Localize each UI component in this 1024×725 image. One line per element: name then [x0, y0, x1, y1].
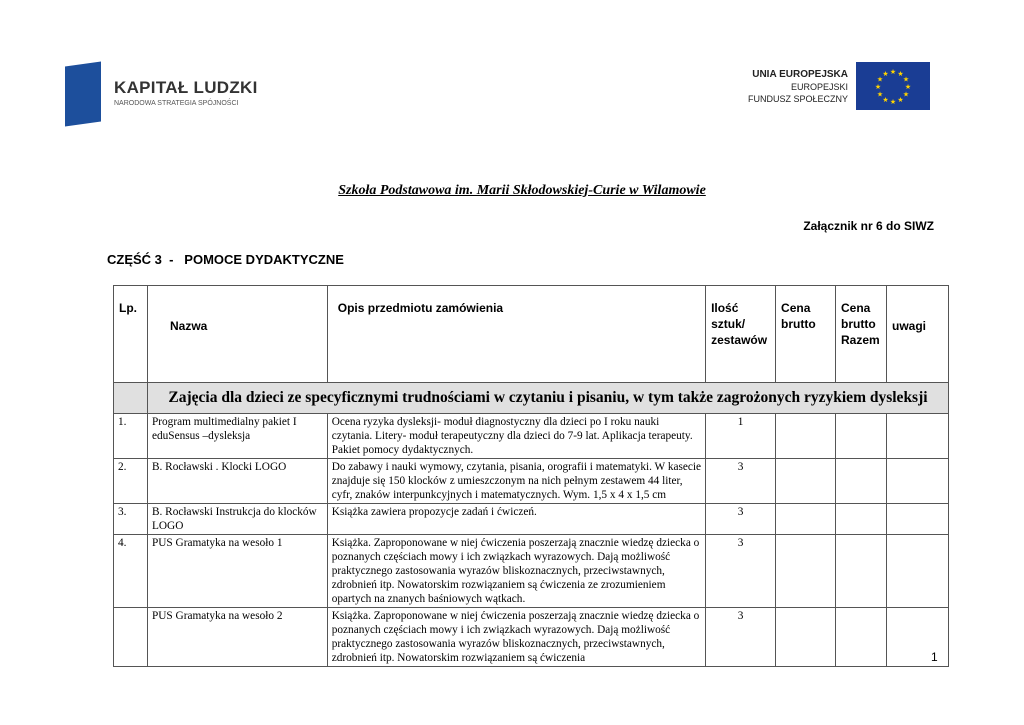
cell-empty	[885, 534, 950, 608]
star-icon: ★	[877, 91, 883, 99]
star-icon: ★	[882, 70, 888, 78]
cell-opis: Ocena ryzyka dysleksji- moduł diagnostyc…	[326, 413, 707, 459]
cell-lp	[113, 607, 148, 667]
star-icon: ★	[890, 68, 896, 76]
logo-title: KAPITAŁ LUDZKI	[114, 78, 258, 97]
cell-nazwa: B. Rocławski . Klocki LOGO	[146, 458, 328, 504]
cell-lp: 4.	[113, 534, 148, 608]
table-row: 4. PUS Gramatyka na wesoło 1 Książka. Zapr…	[113, 534, 950, 608]
header-razem: Cena brutto Razem	[835, 285, 887, 383]
eu-line2: EUROPEJSKI	[790, 82, 848, 92]
cell-empty	[835, 413, 887, 459]
cell-ilosc: 3	[705, 607, 777, 667]
cell-lp: 3.	[113, 503, 148, 535]
star-icon: ★	[877, 76, 883, 84]
attachment-label: Załącznik nr 6 do SIWZ	[803, 219, 934, 233]
header-cena: Cena brutto	[775, 285, 836, 383]
cell-nazwa: PUS Gramatyka na wesoło 1	[146, 534, 328, 608]
cell-nazwa: Program multimedialny pakiet I eduSensus…	[146, 413, 328, 459]
cell-empty	[775, 607, 836, 667]
cell-empty	[775, 458, 836, 504]
cell-lp: 2.	[113, 458, 148, 504]
cell-empty	[835, 503, 887, 535]
eu-flag-icon: ★ ★ ★ ★ ★ ★ ★ ★ ★ ★ ★ ★	[856, 62, 930, 110]
section-row: Zajęcia dla dzieci ze specyficznymi trud…	[113, 382, 950, 414]
header-ilosc: Ilość sztuk/ zestawów	[705, 285, 777, 383]
cell-empty	[835, 458, 887, 504]
logo-subtitle: NARODOWA STRATEGIA SPÓJNOŚCI	[114, 100, 239, 107]
cell-opis: Do zabawy i nauki wymowy, czytania, pisa…	[326, 458, 707, 504]
header-lp: Lp.	[113, 285, 148, 383]
cell-empty	[885, 458, 950, 504]
cell-empty	[775, 503, 836, 535]
cell-empty	[885, 503, 950, 535]
cell-lp: 1.	[113, 413, 148, 459]
table-row: PUS Gramatyka na wesoło 2 Książka. Zaprop…	[113, 607, 950, 667]
cell-opis: Książka. Zaproponowane w niej ćwiczenia …	[326, 534, 707, 608]
star-icon: ★	[903, 76, 909, 84]
star-icon: ★	[882, 96, 888, 104]
section-heading: CZĘŚĆ 3 - POMOCE DYDAKTYCZNE	[107, 252, 344, 267]
star-icon: ★	[897, 70, 903, 78]
table-row: 3. B. Rocławski Instrukcja do klocków LOG…	[113, 503, 950, 535]
cell-ilosc: 3	[705, 458, 777, 504]
star-icon: ★	[890, 98, 896, 106]
eu-logo: UNIA EUROPEJSKA EUROPEJSKI FUNDUSZ SPOŁECZ…	[745, 62, 930, 112]
star-icon: ★	[905, 83, 911, 91]
cell-empty	[885, 607, 950, 667]
cell-nazwa: PUS Gramatyka na wesoło 2	[146, 607, 328, 667]
header-nazwa: Nazwa	[146, 285, 328, 383]
cell-ilosc: 3	[705, 534, 777, 608]
cell-empty	[835, 534, 887, 608]
star-icon: ★	[875, 83, 881, 91]
cell-ilosc: 1	[705, 413, 777, 459]
cell-opis: Książka. Zaproponowane w niej ćwiczenia …	[326, 607, 707, 667]
cell-nazwa: B. Rocławski Instrukcja do klocków LOGO	[146, 503, 328, 535]
table-header-row: Lp. Nazwa Opis przedmiotu zamówienia Ilo…	[113, 285, 950, 383]
table-row: 1. Program multimedialny pakiet I eduSens…	[113, 413, 950, 459]
eu-line3: FUNDUSZ SPOŁECZNY	[747, 94, 848, 104]
cell-opis: Książka zawiera propozycje zadań i ćwicz…	[326, 503, 707, 535]
logo-flag-icon	[65, 61, 101, 127]
kapital-ludzki-logo: KAPITAŁ LUDZKI NARODOWA STRATEGIA SPÓJNO…	[60, 61, 260, 127]
header-uwagi: uwagi	[885, 285, 950, 383]
table-row: 2. B. Rocławski . Klocki LOGO Do zabawy i …	[113, 458, 950, 504]
section-title: Zajęcia dla dzieci ze specyficznymi trud…	[146, 382, 950, 414]
cell-empty	[775, 413, 836, 459]
cell-empty	[885, 413, 950, 459]
star-icon: ★	[903, 91, 909, 99]
document-title: Szkoła Podstawowa im. Marii Skłodowskiej…	[338, 183, 706, 198]
cell-empty	[775, 534, 836, 608]
items-table: Lp. Nazwa Opis przedmiotu zamówienia Ilo…	[113, 285, 950, 667]
header-opis: Opis przedmiotu zamówienia	[326, 285, 707, 383]
cell-ilosc: 3	[705, 503, 777, 535]
eu-line1: UNIA EUROPEJSKA	[752, 69, 848, 80]
page-number: 1	[931, 650, 938, 664]
star-icon: ★	[897, 96, 903, 104]
cell-empty	[835, 607, 887, 667]
